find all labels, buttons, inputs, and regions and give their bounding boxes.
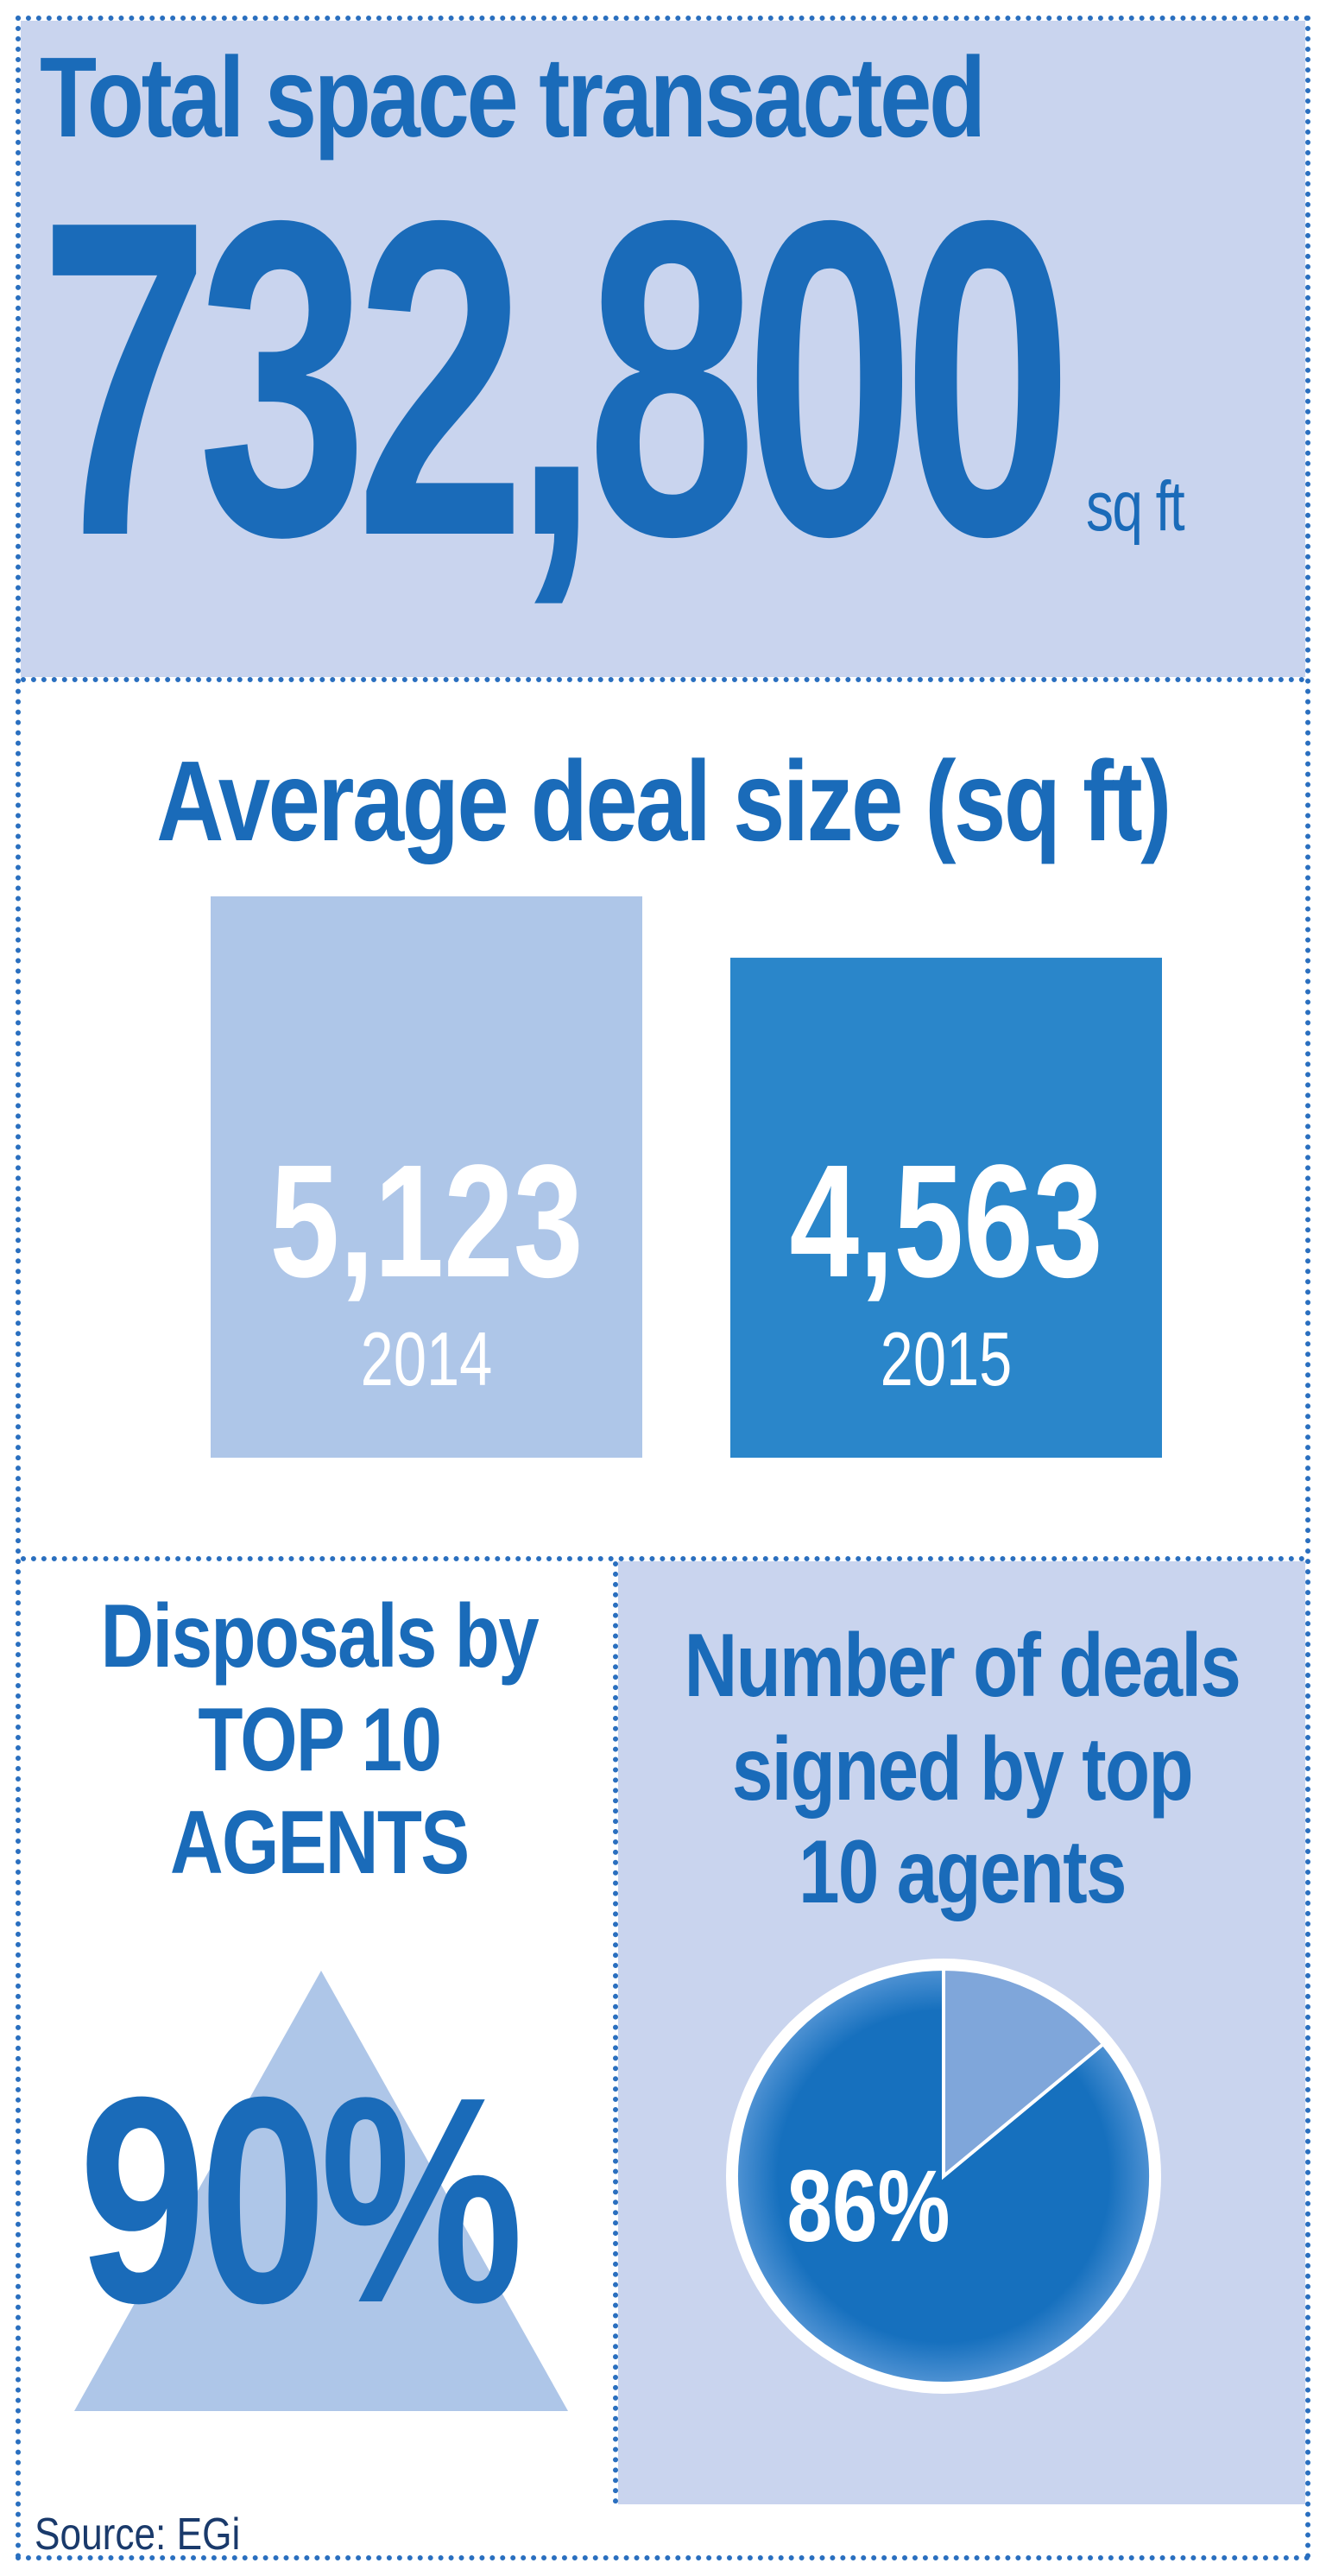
bar-2014: [211, 896, 642, 1458]
deals-pie-chart: 86%: [726, 1959, 1161, 2394]
bar-value-label-2014: 5,123: [269, 1132, 583, 1311]
disposals-title: Disposals by TOP 10 AGENTS: [26, 1585, 613, 1896]
disposals-value-label: 90%: [79, 2035, 520, 2364]
triangle-shape: [74, 1971, 568, 2411]
total-space-value: 732,800: [40, 128, 1073, 630]
deals-title: Number of deals signed by top 10 agents: [618, 1615, 1305, 1925]
deals-title-line-1: Number of deals: [684, 1616, 1241, 1716]
divider-top: [21, 677, 1305, 682]
divider-middle: [21, 1556, 1305, 1561]
deals-title-line-3: 10 agents: [798, 1822, 1127, 1923]
deals-title-line-2: signed by top: [731, 1718, 1194, 1820]
deals-value-label: 86%: [787, 2149, 950, 2263]
infographic-frame: [16, 16, 1310, 2560]
disposals-title-line-3: AGENTS: [170, 1793, 470, 1894]
total-space-unit: sq ft: [1086, 467, 1185, 546]
total-space-panel: [21, 21, 1305, 677]
source-note: Source: EGi: [35, 2510, 241, 2560]
total-space-title: Total space transacted: [40, 34, 986, 161]
pie-slice-rest: [942, 1966, 1106, 2180]
disposals-title-line-2: TOP 10: [198, 1689, 443, 1790]
bar-category-label-2015: 2015: [881, 1317, 1013, 1402]
divider-vertical: [613, 1561, 618, 2504]
average-deal-title: Average deal size (sq ft): [156, 737, 1171, 864]
disposals-title-line-1: Disposals by: [100, 1586, 540, 1687]
bar-value-label-2015: 4,563: [789, 1132, 1102, 1311]
disposals-graphic: 90%: [74, 1971, 568, 2411]
bar-category-label-2014: 2014: [361, 1317, 493, 1402]
bar-2015: [730, 958, 1162, 1458]
